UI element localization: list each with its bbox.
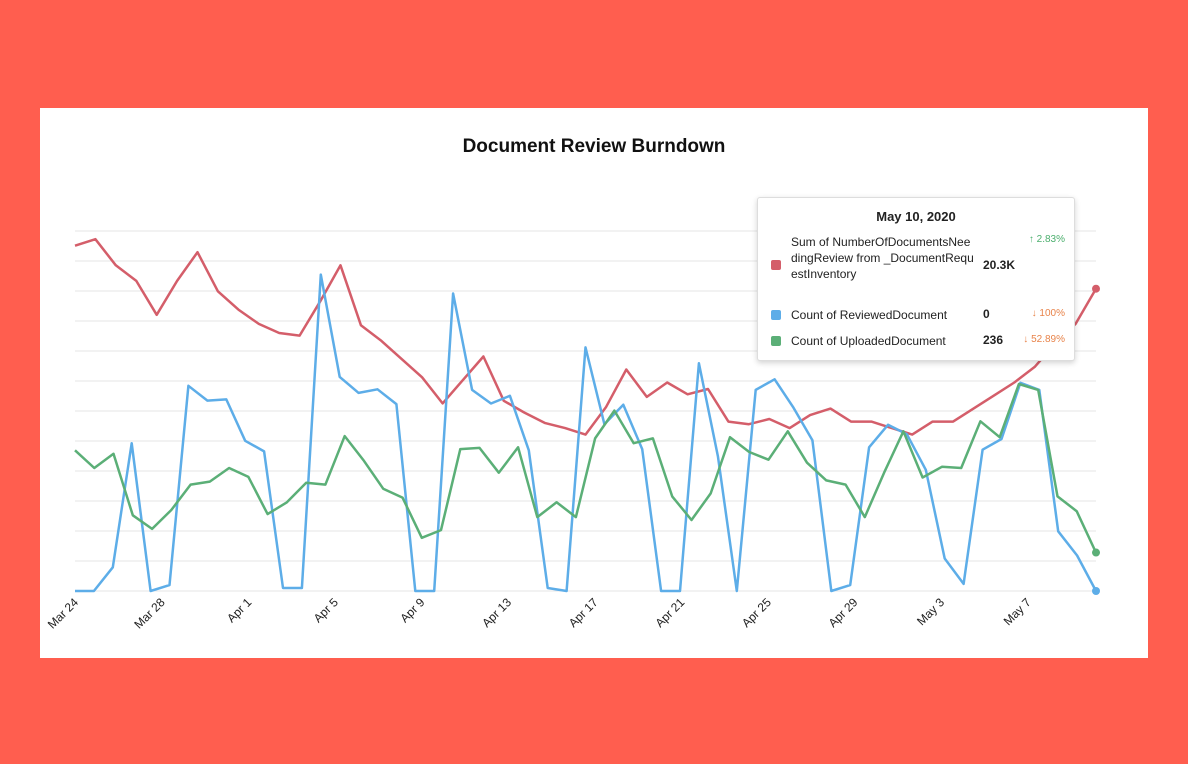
tooltip-label-reviewed: Count of ReviewedDocument [791,308,948,322]
tooltip-change-reviewed: ↓ 100% [1031,308,1065,319]
tooltip-value-uploaded: 236 [983,333,1004,347]
x-tick-label: Mar 28 [131,595,168,632]
tooltip-swatch-needing-review [771,260,781,270]
chart-card: Document Review Burndown Mar 24 Mar 28 Apr… [40,108,1148,658]
x-tick-label: Apr 17 [566,595,601,630]
series-endpoint-1[interactable] [1092,587,1100,595]
series-endpoint-2[interactable] [1092,548,1100,557]
line-chart[interactable]: Mar 24 Mar 28 Apr 1 Apr 5 Apr 9 Apr 13 Apr 17 A… [40,108,1148,658]
tooltip-date: May 10, 2020 [876,209,956,224]
x-tick-label: Apr 5 [311,595,341,625]
tooltip-change-uploaded: ↓ 52.89% [1023,334,1065,345]
x-tick-label: Mar 24 [45,595,82,632]
x-tick-label: Apr 9 [397,595,427,625]
tooltip-swatch-uploaded [771,336,781,346]
x-tick-label: May 3 [914,595,947,628]
tooltip-swatch-reviewed [771,310,781,320]
x-tick-label: Apr 1 [224,595,254,625]
x-tick-label: Apr 25 [739,595,774,630]
series-line-1[interactable] [75,273,1098,593]
series-line-0[interactable] [74,237,1098,436]
tooltip-label-uploaded: Count of UploadedDocument [791,334,946,348]
tooltip-label-needing-review: Sum of NumberOfDocumentsNeedingReview fr… [791,235,974,281]
x-tick-label: May 7 [1001,595,1034,628]
x-tick-label: Apr 29 [826,595,861,630]
hover-tooltip: May 10, 2020 Sum of NumberOfDocumentsNee… [757,197,1075,361]
x-tick-label: Apr 21 [652,595,687,630]
x-tick-label: Apr 13 [479,595,514,630]
series-line-2[interactable] [74,382,1098,554]
x-axis-ticks: Mar 24 Mar 28 Apr 1 Apr 5 Apr 9 Apr 13 Apr 17 A… [45,595,1034,632]
tooltip-change-needing-review: ↑ 2.83% [1028,234,1065,245]
tooltip-value-needing-review: 20.3K [983,258,1016,272]
series-layer [74,237,1100,595]
chart-title: Document Review Burndown [462,136,726,157]
tooltip-value-reviewed: 0 [983,307,990,321]
series-endpoint-0[interactable] [1092,284,1100,293]
